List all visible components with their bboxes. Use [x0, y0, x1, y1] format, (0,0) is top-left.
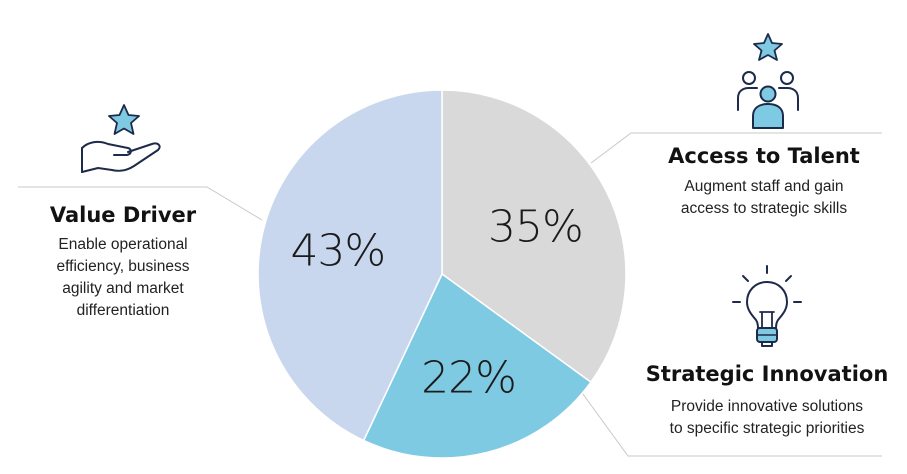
pie-slice-access-to-talent: [441, 89, 627, 384]
pie-slice-labels: 35% 22% 43%: [290, 201, 583, 403]
pie-slice-value-label: 35%: [488, 201, 583, 252]
connector-strategic-innovation: [579, 389, 882, 457]
hand-star-icon: [81, 104, 161, 173]
strategic-innovation-callout: Strategic Innovation Provide innovative …: [632, 362, 902, 440]
access-talent-callout: Access to Talent Augment staff and gain …: [646, 144, 882, 220]
value-driver-desc-line: differentiation: [76, 302, 170, 319]
value-driver-desc-line: agility and market: [62, 280, 184, 297]
value-driver-desc-line: efficiency, business: [56, 258, 190, 275]
pie-slices: [257, 89, 627, 459]
strategic-innovation-title: Strategic Innovation: [645, 362, 889, 386]
value-driver-title: Value Driver: [49, 203, 197, 227]
connector-lines: [18, 132, 882, 457]
lightbulb-icon: [732, 265, 802, 347]
pie-slice-value-driver: [257, 89, 443, 442]
connector-value-driver: [18, 186, 263, 221]
access-talent-desc-line: Augment staff and gain: [684, 178, 844, 195]
pie-slice-value-label: 43%: [290, 226, 385, 277]
strategic-innovation-desc-line: Provide innovative solutions: [670, 398, 864, 415]
connector-access-talent: [590, 132, 882, 164]
strategic-innovation-desc-line: to specific strategic priorities: [669, 420, 865, 437]
access-talent-title: Access to Talent: [668, 144, 860, 168]
value-driver-callout: Value Driver Enable operational efficien…: [30, 203, 216, 322]
value-driver-desc-line: Enable operational: [58, 236, 188, 253]
access-talent-desc-line: access to strategic skills: [680, 200, 848, 217]
pie-slice-value-label: 22%: [421, 352, 516, 403]
people-star-icon: [737, 33, 799, 129]
